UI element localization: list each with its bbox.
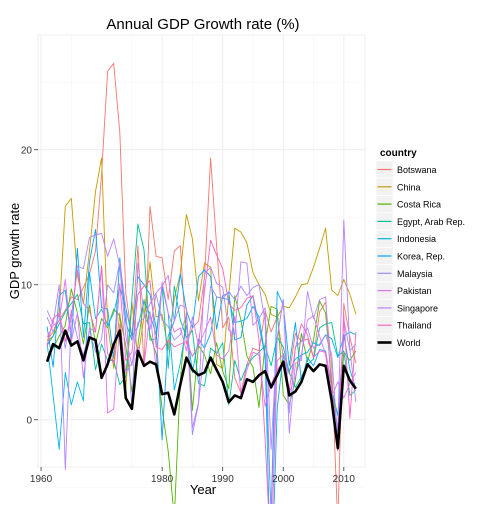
legend-label: Botswana [397,165,437,175]
y-tick-label: 0 [26,415,32,426]
legend-label: Costa Rica [397,200,441,210]
series-line-singapore [46,219,357,471]
legend-label: Malaysia [397,269,433,279]
x-axis: 1960 1980 1990 2000 2010 [30,467,355,485]
legend-label: China [397,182,421,192]
legend-label: Thailand [397,321,432,331]
y-axis: 0 10 20 [21,145,38,426]
legend-label: Egypt, Arab Rep. [397,217,465,227]
legend-label: Korea, Rep. [397,252,445,262]
x-tick-label: 1990 [212,474,235,485]
y-axis-label: GDP growth rate [7,203,22,300]
series-line-costa-rica [46,288,357,509]
x-tick-label: 1960 [30,474,53,485]
y-tick-label: 10 [21,280,33,291]
series-line-botswana [46,62,357,509]
x-axis-label: Year [190,482,217,497]
legend: country Botswana China Costa Rica Egypt, Ar… [375,148,465,352]
plot-panel [37,34,366,468]
series-line-thailand [46,239,357,509]
legend-label: Pakistan [397,286,432,296]
legend-title: country [380,148,417,159]
y-tick-label: 20 [21,145,33,156]
series-lines [45,62,357,509]
series-line-china [46,157,357,390]
legend-label: World [397,338,420,348]
legend-label: Indonesia [397,234,436,244]
x-tick-label: 2000 [272,474,295,485]
legend-items: Botswana China Costa Rica Egypt, Arab Rep. I… [375,160,465,352]
x-tick-label: 1980 [151,474,174,485]
chart-title: Annual GDP Growth rate (%) [106,16,299,33]
x-tick-label: 2010 [333,474,356,485]
legend-label: Singapore [397,303,438,313]
grid-minor-lines [38,35,365,488]
series-line-world [45,329,357,450]
